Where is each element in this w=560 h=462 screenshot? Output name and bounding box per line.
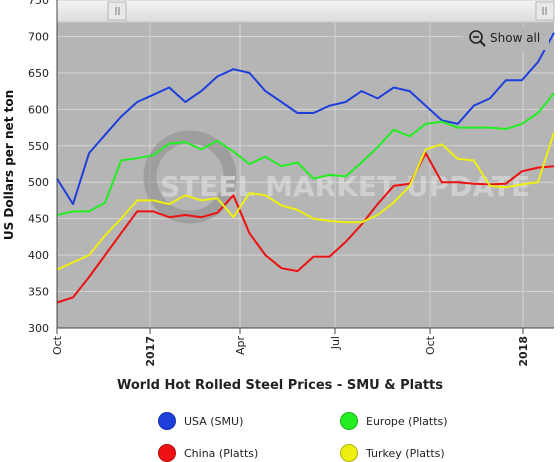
y-tick-label: 500: [28, 176, 49, 189]
x-tick-labels: Oct 2017 Apr Jul Oct 2018: [51, 328, 530, 367]
chart-title: World Hot Rolled Steel Prices - SMU & Pl…: [116, 378, 444, 393]
legend-item-usa[interactable]: USA (SMU): [158, 412, 243, 430]
y-tick-label: 450: [28, 213, 49, 226]
legend: USA (SMU) Europe (Platts) China (Platts)…: [0, 412, 560, 462]
legend-item-china[interactable]: China (Platts): [158, 444, 258, 462]
series-layer: [56, 32, 555, 304]
y-tick-label: 600: [28, 103, 49, 116]
legend-marker-china: [158, 444, 176, 462]
legend-label-turkey: Turkey (Platts): [366, 446, 445, 460]
y-axis-title: US Dollars per net ton: [2, 90, 16, 240]
y-tick-labels: 300 350 400 450 500 550 600 650 700 750: [28, 0, 49, 335]
legend-item-europe[interactable]: Europe (Platts): [340, 412, 448, 430]
price-chart: STEEL MARKET UPDATE Show all 30035040045…: [2, 0, 555, 367]
x-tick-label: 2017: [144, 336, 157, 367]
x-tick-label: Oct: [424, 335, 437, 355]
series-line-usa-smu[interactable]: [56, 32, 555, 206]
show-all-button[interactable]: Show all: [463, 26, 549, 50]
y-tick-label: 750: [28, 0, 49, 7]
legend-label-usa: USA (SMU): [184, 414, 244, 428]
y-tick-label: 400: [28, 249, 49, 262]
y-tick-label: 300: [28, 322, 49, 335]
legend-marker-usa: [158, 412, 176, 430]
zoom-out-icon: [469, 30, 486, 47]
show-all-label: Show all: [490, 31, 540, 45]
navigator-bar[interactable]: [56, 0, 555, 23]
legend-marker-europe: [340, 412, 358, 430]
x-tick-label: Jul: [329, 336, 342, 350]
x-tick-label: 2018: [517, 336, 530, 367]
series-line-europe-platts[interactable]: [56, 92, 555, 216]
y-tick-label: 650: [28, 67, 49, 80]
y-tick-label: 550: [28, 140, 49, 153]
x-tick-label: Oct: [51, 335, 64, 355]
navigator-left-handle[interactable]: [107, 1, 127, 21]
series-line-china-platts[interactable]: [56, 152, 555, 304]
legend-label-europe: Europe (Platts): [366, 414, 448, 428]
legend-item-turkey[interactable]: Turkey (Platts): [340, 444, 445, 462]
y-tick-label: 700: [28, 30, 49, 43]
legend-label-china: China (Platts): [184, 446, 259, 460]
plot-area: [57, 0, 554, 328]
x-tick-label: Apr: [234, 336, 247, 356]
y-tick-label: 350: [28, 286, 49, 299]
series-line-turkey-platts[interactable]: [56, 132, 555, 271]
navigator-right-handle[interactable]: [535, 1, 555, 21]
legend-marker-turkey: [340, 444, 358, 462]
